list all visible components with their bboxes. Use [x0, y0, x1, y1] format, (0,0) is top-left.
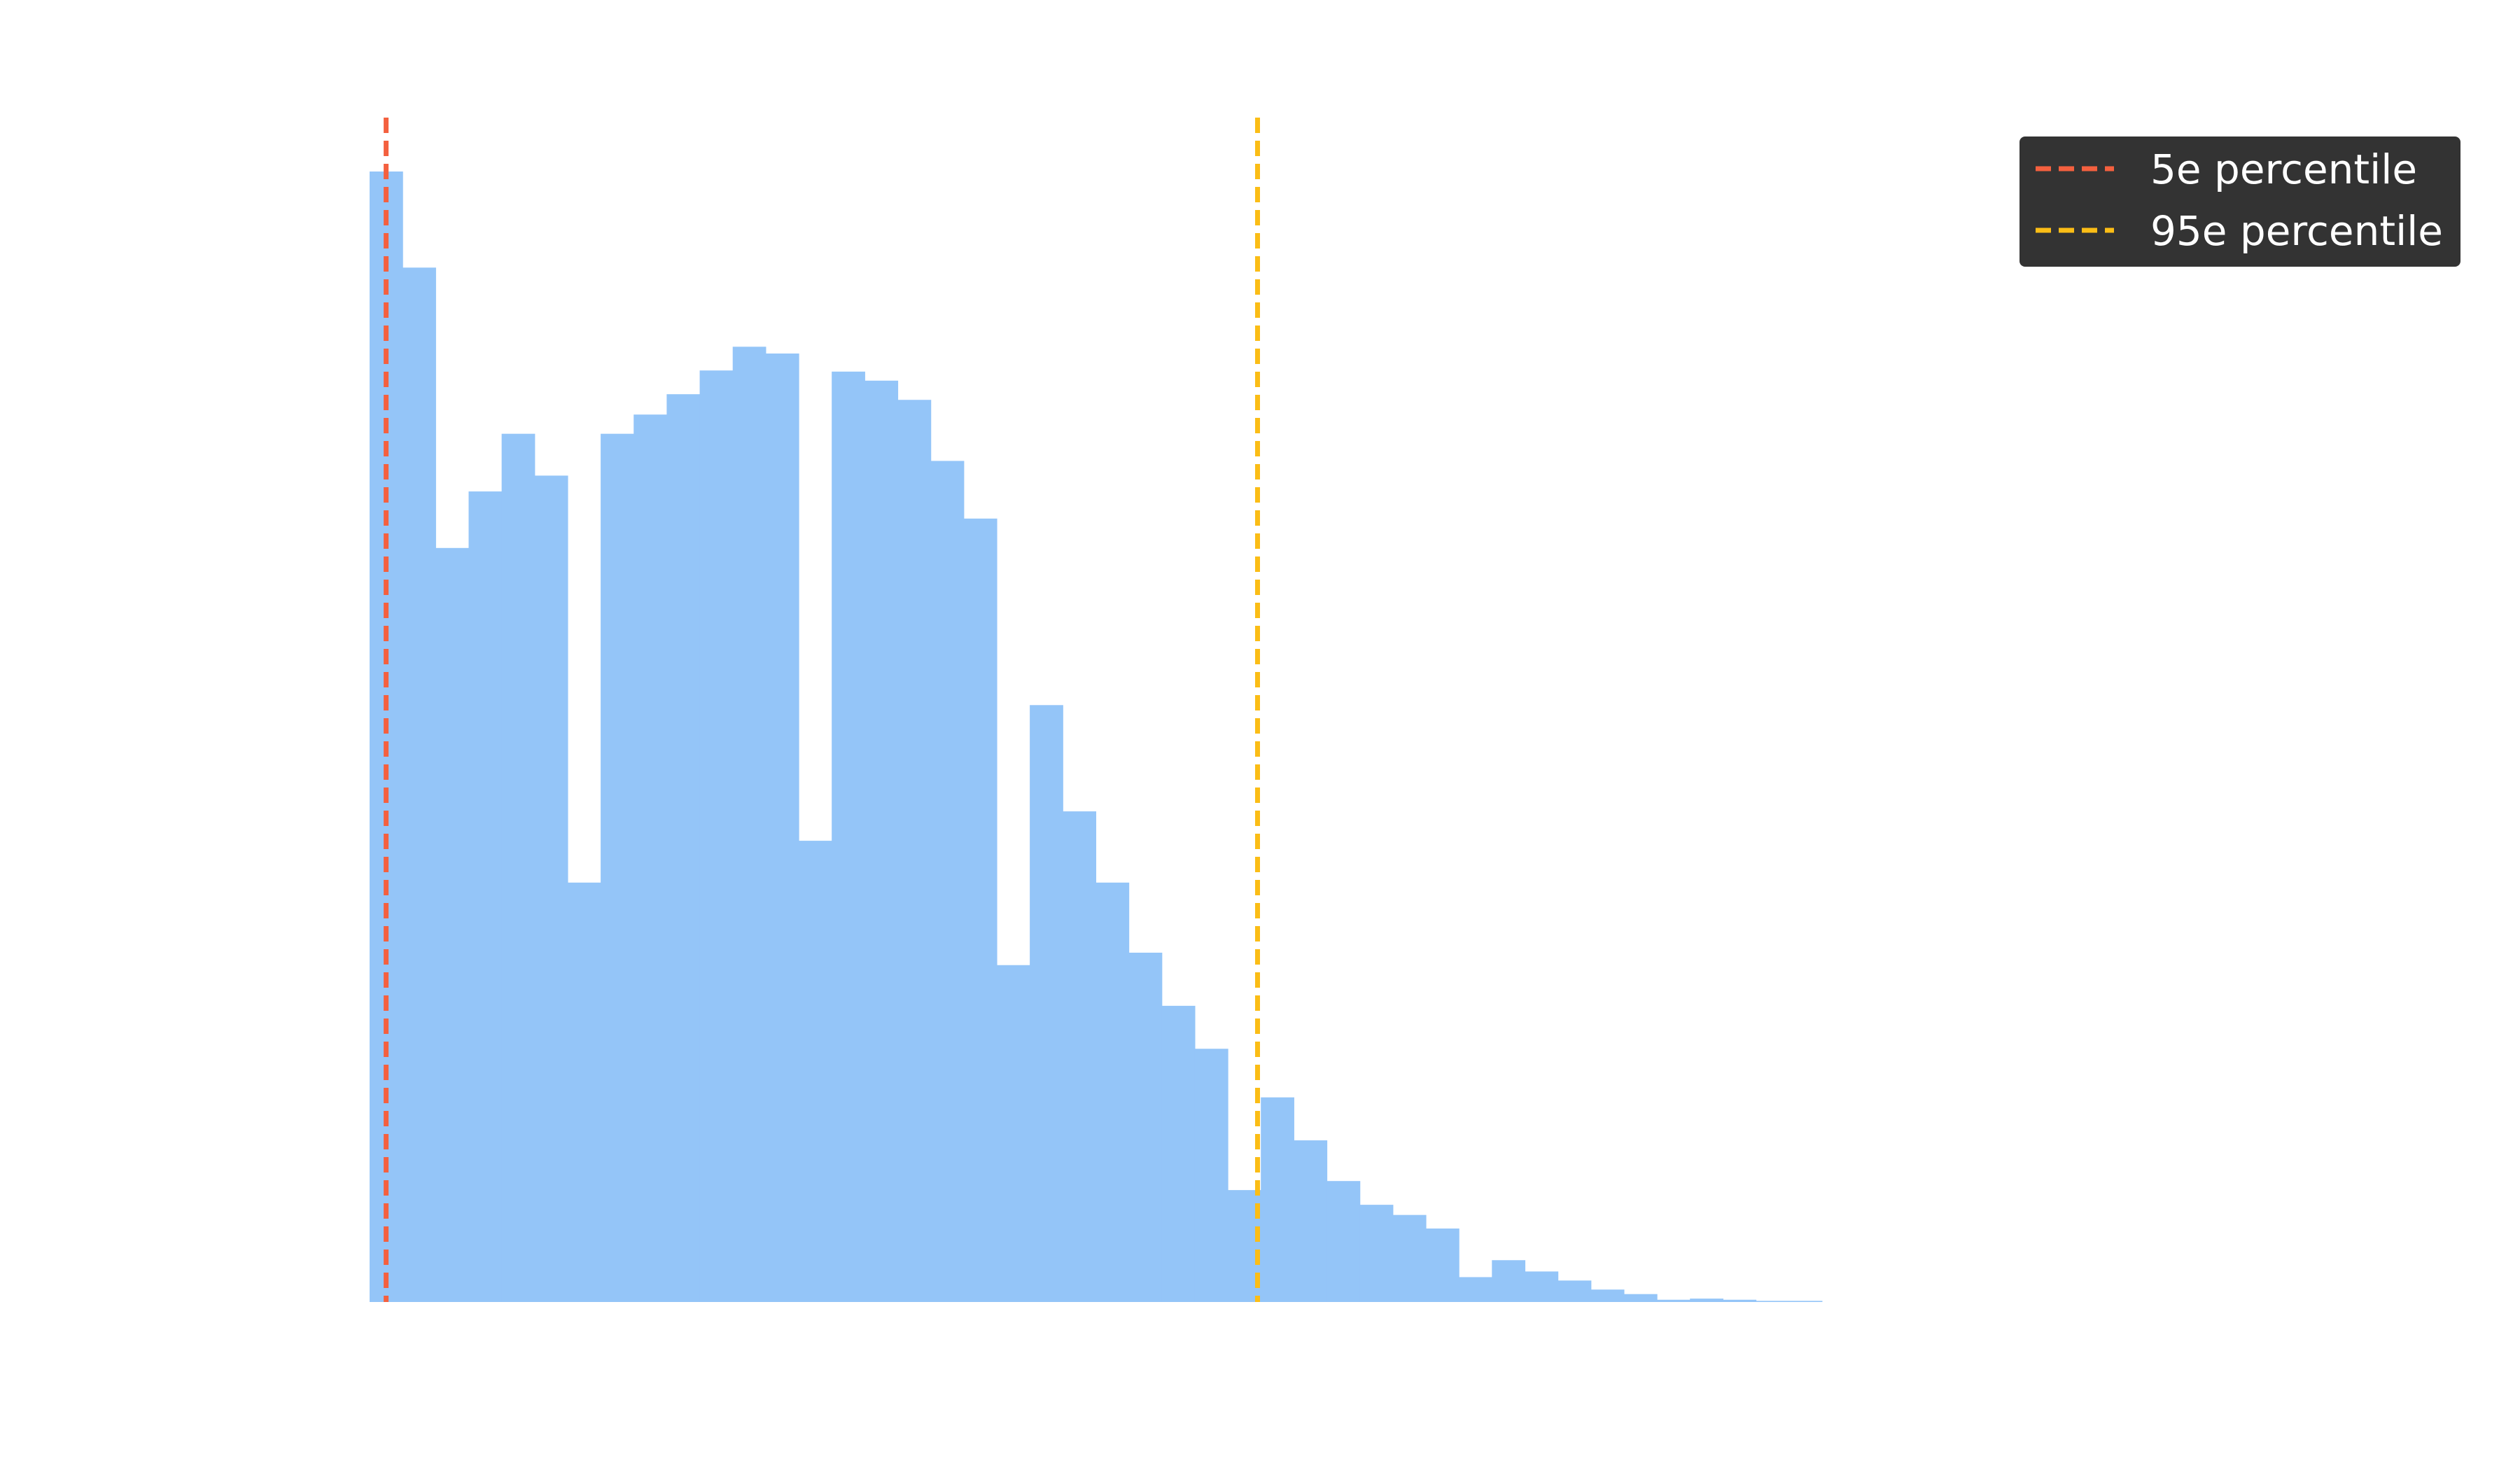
histogram-bar	[699, 370, 734, 1302]
histogram-bar	[1723, 1299, 1757, 1302]
histogram-bar	[534, 475, 568, 1303]
histogram-bar	[732, 346, 766, 1303]
histogram-bar	[765, 354, 799, 1302]
histogram-bar	[435, 547, 470, 1302]
histogram-bar	[1690, 1298, 1723, 1302]
histogram-bar	[1294, 1140, 1328, 1302]
histogram-bars	[370, 172, 1823, 1303]
histogram-bar	[1096, 882, 1130, 1302]
histogram-bar	[1128, 952, 1163, 1302]
legend-label-95th-percentile: 95e percentile	[2150, 207, 2443, 255]
histogram-bar	[1326, 1181, 1361, 1302]
histogram-bar	[1590, 1289, 1625, 1302]
histogram-bar	[1558, 1280, 1592, 1302]
histogram-bar	[1657, 1299, 1690, 1302]
histogram-bar	[370, 172, 403, 1302]
histogram-bar	[1788, 1301, 1823, 1302]
histogram-bar	[1359, 1205, 1394, 1302]
histogram-bar	[666, 394, 701, 1302]
histogram-bar	[1459, 1277, 1492, 1302]
histogram-bar	[1425, 1228, 1460, 1302]
histogram-bar	[1756, 1301, 1790, 1302]
histogram-bar	[1030, 705, 1063, 1302]
histogram-bar	[1492, 1260, 1526, 1302]
histogram-bar	[1623, 1294, 1658, 1302]
legend-background	[2019, 136, 2460, 267]
histogram-bar	[1161, 1005, 1196, 1302]
percentile-lines	[384, 118, 1260, 1302]
histogram-bar	[601, 433, 634, 1303]
histogram-bar	[963, 518, 997, 1302]
histogram-bar	[832, 371, 865, 1302]
histogram-bar	[634, 414, 667, 1302]
legend-label-5th-percentile: 5e percentile	[2150, 146, 2417, 193]
histogram-bar	[1261, 1097, 1294, 1302]
histogram-bar	[402, 267, 436, 1302]
histogram-bar	[864, 380, 899, 1302]
legend: 5e percentile 95e percentile	[2019, 136, 2460, 267]
histogram-bar	[897, 400, 932, 1302]
histogram-bar	[501, 433, 536, 1303]
histogram-bar	[1194, 1049, 1228, 1302]
histogram-bar	[799, 841, 832, 1302]
histogram-bar	[1525, 1271, 1559, 1302]
histogram-bar	[1392, 1214, 1427, 1302]
histogram-bar	[996, 965, 1030, 1302]
histogram-bar	[930, 461, 965, 1303]
histogram-bar	[567, 882, 601, 1302]
histogram-bar	[1063, 811, 1097, 1302]
histogram-bar	[468, 491, 503, 1302]
